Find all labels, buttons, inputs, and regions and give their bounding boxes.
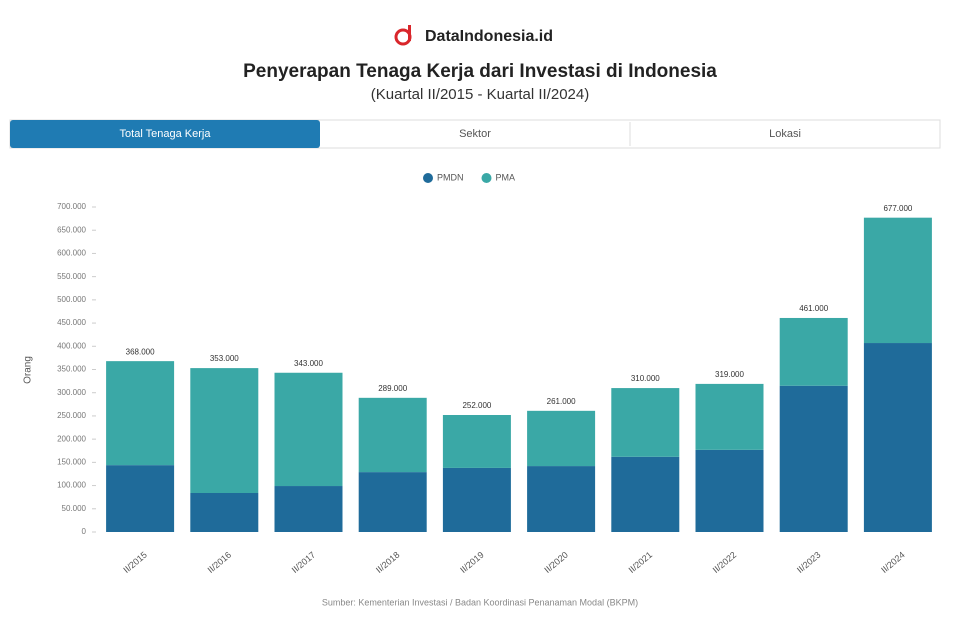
bar-segment	[527, 410, 596, 467]
total-label: 461.000	[799, 304, 828, 313]
y-tick-label: 600.000	[57, 249, 86, 258]
bar-segment	[190, 493, 259, 532]
bar-segment	[442, 467, 511, 532]
tab-active[interactable]	[10, 120, 320, 148]
bar-segment	[695, 449, 764, 532]
y-tick-label: 400.000	[57, 341, 86, 350]
y-tick-label: 100.000	[57, 481, 86, 490]
total-label: 289.000	[378, 384, 407, 393]
y-tick-label: 500.000	[57, 295, 86, 304]
tab[interactable]: Total Tenaga Kerja	[120, 128, 212, 140]
x-tick-label: II/2024	[879, 550, 907, 575]
x-tick-label: II/2015	[121, 550, 149, 575]
bar-segment	[274, 486, 343, 532]
legend-label: PMA	[496, 172, 516, 182]
y-tick-label: 550.000	[57, 272, 86, 281]
x-tick-label: II/2019	[458, 550, 486, 575]
legend-marker	[423, 173, 433, 183]
y-tick-label: 200.000	[57, 434, 86, 443]
chart-subtitle: (Kuartal II/2015 - Kuartal II/2024)	[371, 86, 589, 103]
y-tick-label: 450.000	[57, 318, 86, 327]
bar-segment	[274, 372, 343, 487]
brand: DataIndonesia.id	[425, 28, 553, 45]
total-label: 261.000	[547, 397, 576, 406]
bar-segment	[611, 388, 680, 457]
y-axis-label: Orang	[23, 356, 34, 384]
bar-segment	[106, 361, 175, 466]
bar-segment	[106, 465, 175, 532]
legend-label: PMDN	[437, 172, 464, 182]
y-tick-label: 50.000	[62, 504, 87, 513]
x-tick-label: II/2022	[711, 550, 739, 575]
total-label: 252.000	[462, 401, 491, 410]
total-label: 368.000	[126, 347, 155, 356]
x-tick-label: II/2023	[795, 550, 823, 575]
total-label: 677.000	[883, 204, 912, 213]
bar-segment	[863, 217, 932, 344]
x-tick-label: II/2020	[542, 550, 570, 575]
x-tick-label: II/2018	[374, 550, 402, 575]
y-tick-label: 250.000	[57, 411, 86, 420]
total-label: 353.000	[210, 354, 239, 363]
bar-segment	[863, 343, 932, 532]
tab[interactable]: Lokasi	[769, 128, 801, 140]
bar-segment	[779, 385, 848, 532]
bar-segment	[358, 472, 427, 532]
x-tick-label: II/2016	[206, 550, 234, 575]
bar-segment	[527, 466, 596, 532]
chart-title: Penyerapan Tenaga Kerja dari Investasi d…	[243, 61, 717, 82]
total-label: 310.000	[631, 374, 660, 383]
bar-segment	[611, 456, 680, 532]
bar-segment	[442, 415, 511, 468]
logo	[394, 25, 412, 46]
y-tick-label: 700.000	[57, 202, 86, 211]
x-tick-label: II/2021	[627, 550, 655, 575]
legend-marker	[481, 173, 492, 183]
total-label: 319.000	[715, 370, 744, 379]
total-label: 343.000	[294, 359, 323, 368]
y-tick-label: 300.000	[57, 388, 86, 397]
y-tick-label: 350.000	[57, 365, 86, 374]
y-tick-label: 0	[82, 527, 87, 536]
bar-segment	[190, 368, 259, 493]
source: Sumber: Kementerian Investasi / Badan Ko…	[322, 597, 638, 607]
x-tick-label: II/2017	[290, 550, 318, 575]
bar-segment	[695, 383, 764, 450]
tab[interactable]: Sektor	[459, 128, 491, 140]
bar-segment	[779, 317, 848, 386]
y-tick-label: 150.000	[57, 457, 86, 466]
bar-segment	[358, 397, 427, 473]
y-tick-label: 650.000	[57, 225, 86, 234]
